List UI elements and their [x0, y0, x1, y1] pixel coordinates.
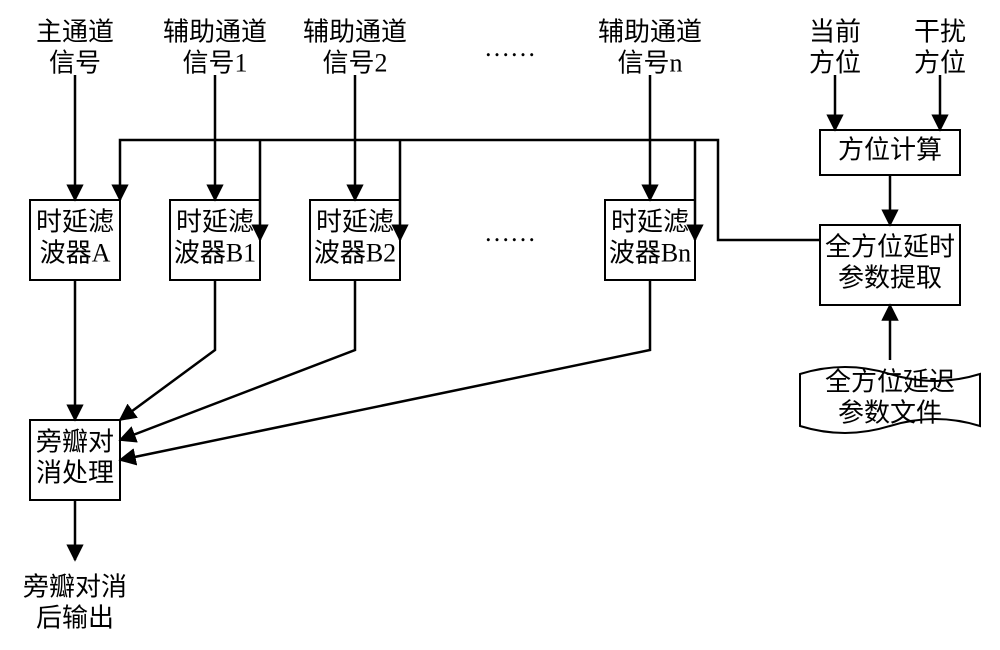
svg-text:波器B1: 波器B1: [174, 239, 256, 268]
svg-text:时延滤: 时延滤: [316, 207, 394, 236]
svg-text:时延滤: 时延滤: [36, 207, 114, 236]
svg-text:波器B2: 波器B2: [314, 239, 396, 268]
svg-text:干扰: 干扰: [914, 17, 966, 46]
svg-text:旁瓣对消: 旁瓣对消: [23, 572, 127, 601]
svg-text:辅助通道: 辅助通道: [598, 17, 702, 46]
svg-text:当前: 当前: [809, 17, 861, 46]
svg-text:旁瓣对: 旁瓣对: [36, 427, 114, 456]
svg-text:信号: 信号: [49, 49, 101, 78]
diagram-canvas: 主通道信号辅助通道信号1辅助通道信号2……辅助通道信号n当前方位干扰方位……旁瓣…: [0, 0, 1000, 650]
svg-text:辅助通道: 辅助通道: [163, 17, 267, 46]
lbl-aux2: 辅助通道信号2: [303, 17, 407, 77]
arrow-to-filtA-r: [120, 140, 150, 200]
svg-text:参数文件: 参数文件: [838, 399, 942, 428]
arrow-box-filtB1: [120, 280, 215, 420]
arrow-box-filtBn: [120, 280, 650, 460]
lbl-out: 旁瓣对消后输出: [23, 572, 127, 632]
lbl-dots1: ……: [484, 33, 536, 62]
svg-text:全方位延迟: 全方位延迟: [825, 367, 955, 396]
svg-text:时延滤: 时延滤: [611, 207, 689, 236]
svg-text:……: ……: [484, 218, 536, 247]
lbl-cur: 当前方位: [809, 17, 861, 77]
svg-text:后输出: 后输出: [36, 604, 114, 633]
svg-text:辅助通道: 辅助通道: [303, 17, 407, 46]
svg-text:方位计算: 方位计算: [838, 135, 942, 164]
svg-text:时延滤: 时延滤: [176, 207, 254, 236]
lbl-dots2: ……: [484, 218, 536, 247]
lbl-int: 干扰方位: [914, 17, 966, 77]
svg-text:方位: 方位: [809, 49, 861, 78]
lbl-auxn: 辅助通道信号n: [598, 17, 702, 77]
svg-text:……: ……: [484, 33, 536, 62]
svg-text:波器Bn: 波器Bn: [609, 239, 691, 268]
svg-text:信号n: 信号n: [617, 49, 682, 78]
svg-text:波器A: 波器A: [40, 239, 111, 268]
lbl-main: 主通道信号: [36, 17, 114, 77]
svg-text:全方位延时: 全方位延时: [825, 232, 955, 261]
box-azcalc-label: 方位计算: [838, 135, 942, 164]
svg-text:信号2: 信号2: [322, 49, 387, 78]
svg-text:消处理: 消处理: [36, 459, 114, 488]
svg-text:主通道: 主通道: [36, 17, 114, 46]
svg-text:参数提取: 参数提取: [838, 264, 942, 293]
svg-text:方位: 方位: [914, 49, 966, 78]
svg-text:信号1: 信号1: [182, 49, 247, 78]
lbl-aux1: 辅助通道信号1: [163, 17, 267, 77]
arrow-box-filtB2: [120, 280, 355, 440]
